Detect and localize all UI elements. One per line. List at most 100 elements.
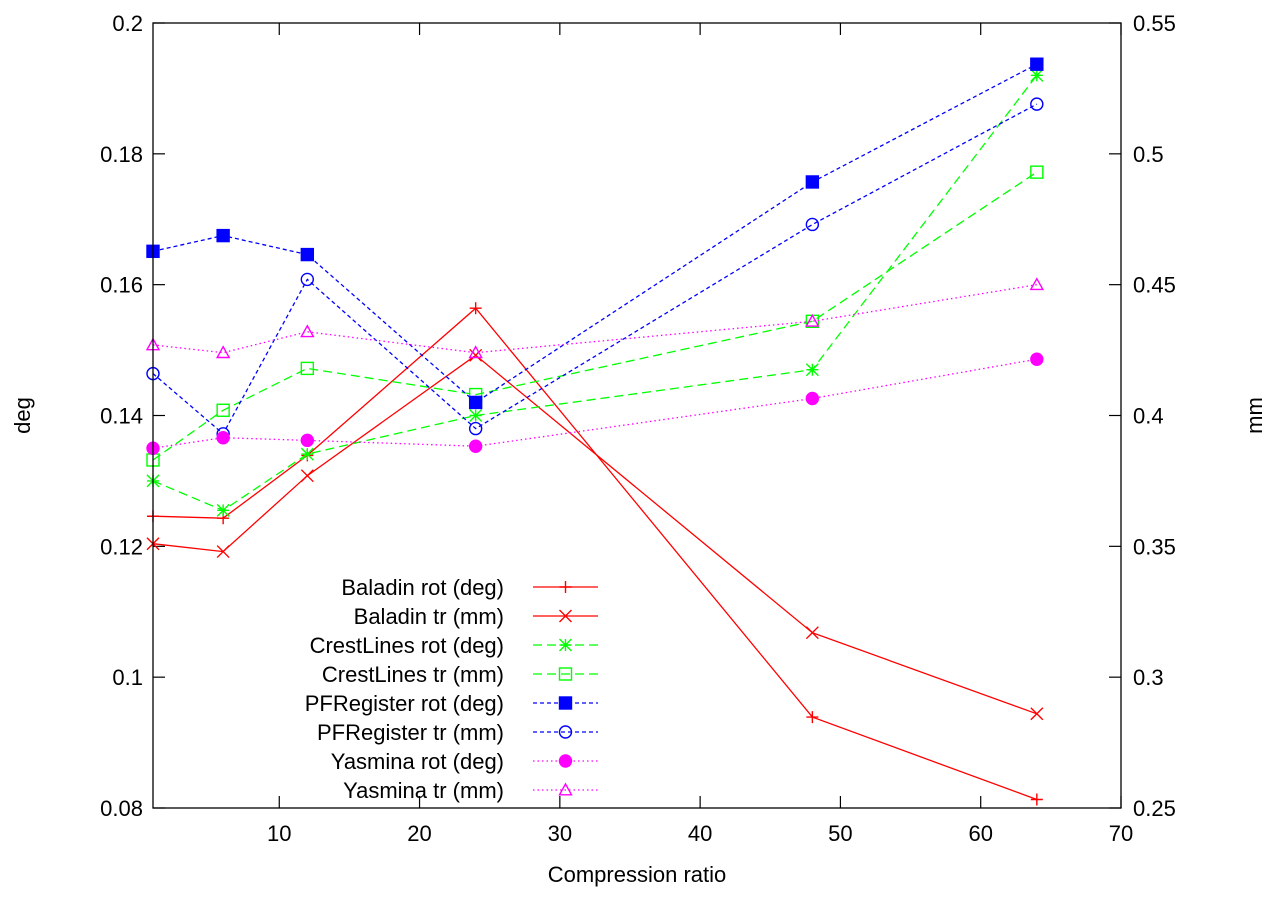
series-line [152,63,1038,404]
data-point [469,348,483,362]
series-line [152,74,1038,512]
data-point [1030,707,1044,721]
y-tick-label: 0.12 [100,534,143,559]
series-1 [146,348,1044,721]
legend-label: PFRegister rot (deg) [305,691,504,716]
series-line [152,284,1037,354]
legend-label: Yasmina rot (deg) [331,749,504,774]
series-line [152,354,1038,715]
data-point [216,545,230,559]
data-point [300,433,315,448]
legend-marker [558,696,573,710]
data-point [468,439,483,453]
x-axis-label: Compression ratio [548,862,727,887]
x-tick-label: 30 [548,821,572,846]
x-tick-label: 40 [688,821,712,846]
series-2 [146,68,1044,517]
y2-tick-label: 0.25 [1133,796,1176,821]
legend-entry: PFRegister rot (deg) [305,691,598,716]
series-3 [146,165,1044,467]
y2-tick-label: 0.55 [1133,11,1176,36]
x-tick-label: 20 [407,821,431,846]
legend-label: Baladin tr (mm) [354,604,504,629]
data-point [469,409,483,422]
y2-tick-label: 0.4 [1133,404,1164,429]
legend-entry: Yasmina tr (mm) [343,778,598,803]
legend: Baladin rot (deg) Baladin tr (mm) CrestLin… [305,575,598,803]
series-6 [146,352,1044,455]
series-5 [146,97,1044,441]
y2-tick-label: 0.35 [1133,534,1176,559]
y-tick-label: 0.18 [100,142,143,167]
y-tick-label: 0.08 [100,796,143,821]
data-point [468,421,483,436]
legend-marker [558,754,573,768]
legend-label: Yasmina tr (mm) [343,778,504,803]
data-point [1030,352,1044,366]
y2-axis-label: mm [1242,397,1267,434]
data-point [300,324,315,338]
data-point [215,345,231,359]
y-tick-label: 0.16 [100,273,143,298]
series-line [152,358,1037,449]
data-point [300,247,315,262]
legend-label: Baladin rot (deg) [341,575,504,600]
legend-marker [558,667,573,681]
legend-marker [558,725,573,739]
data-point [1030,68,1044,82]
data-point [1029,277,1045,291]
data-point [468,395,483,410]
data-point [300,447,314,461]
data-point [805,391,820,406]
data-point [806,711,819,724]
x-tick-label: 10 [267,821,291,846]
series-line [152,103,1038,435]
data-point [216,503,230,517]
data-point [468,345,483,359]
legend-marker [559,581,572,593]
series-line [152,307,1038,801]
data-point [300,272,315,287]
y2-tick-label: 0.5 [1133,142,1164,167]
legend-entry: CrestLines tr (mm) [322,662,598,687]
data-point [216,228,230,243]
data-point [216,431,230,445]
legend-entry: PFRegister tr (mm) [317,720,598,745]
data-point [805,626,819,640]
legend-entry: Yasmina rot (deg) [331,749,598,774]
series-line [152,171,1038,461]
y-tick-label: 0.14 [100,404,143,429]
data-point [805,313,820,327]
series-layer [145,57,1045,806]
y-tick-label: 0.2 [112,11,143,36]
legend-label: CrestLines rot (deg) [310,633,504,658]
data-point [805,175,820,189]
data-point [805,363,819,377]
tick-layer: 10 20 30 40 50 60 70 0.08 0.1 0.12 0.14 0.16 0.18 0.2… [100,11,1176,846]
plot-frame [152,22,1122,809]
data-point [1030,57,1044,71]
x-tick-label: 70 [1109,821,1133,846]
x-tick-label: 50 [828,821,852,846]
series-4 [146,57,1044,410]
legend-marker [559,609,572,623]
x-tick-label: 60 [968,821,992,846]
data-point [1030,793,1043,806]
legend-label: PFRegister tr (mm) [317,720,504,745]
legend-label: CrestLines tr (mm) [322,662,504,687]
data-point [300,469,314,483]
y2-tick-label: 0.3 [1133,665,1164,690]
legend-entry: CrestLines rot (deg) [310,633,598,658]
data-point [1030,97,1044,111]
data-point [469,302,482,315]
data-point [1030,165,1044,179]
legend-marker [559,638,572,652]
legend-entry: Baladin rot (deg) [341,575,598,600]
data-point [300,361,315,376]
y-axis-label: deg [10,397,35,434]
legend-entry: Baladin tr (mm) [354,604,598,629]
data-point [805,217,820,232]
series-7 [145,277,1045,359]
data-point [216,403,230,417]
